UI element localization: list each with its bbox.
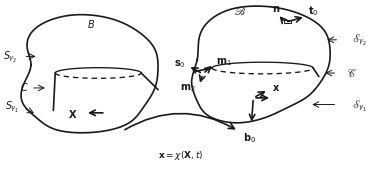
Text: $S_{\!\gamma_1}$: $S_{\!\gamma_1}$ <box>5 99 19 114</box>
Text: $\mathscr{S}_{\!\gamma_1}$: $\mathscr{S}_{\!\gamma_1}$ <box>352 98 367 113</box>
Text: B: B <box>87 20 94 30</box>
Text: $\mathbf{x} = \chi(\mathbf{X},t)$: $\mathbf{x} = \chi(\mathbf{X},t)$ <box>158 149 203 162</box>
Text: $\mathbf{X}$: $\mathbf{X}$ <box>68 108 77 120</box>
Text: $\mathbf{n}$: $\mathbf{n}$ <box>271 4 280 14</box>
Text: $\mathbf{t}_0$: $\mathbf{t}_0$ <box>308 4 318 18</box>
Text: C: C <box>20 83 27 93</box>
Text: $\mathbf{x}$: $\mathbf{x}$ <box>272 83 280 93</box>
Text: $\mathbf{m}_1$: $\mathbf{m}_1$ <box>216 56 232 68</box>
Bar <box>284 20 291 23</box>
Text: $\mathscr{C}$: $\mathscr{C}$ <box>347 67 356 79</box>
Text: $\mathscr{S}_{\!\gamma_2}$: $\mathscr{S}_{\!\gamma_2}$ <box>352 32 367 47</box>
Text: $S_{\!\gamma_2}$: $S_{\!\gamma_2}$ <box>3 49 17 64</box>
Text: $\mathscr{B}$: $\mathscr{B}$ <box>234 5 246 17</box>
Text: $\mathbf{m}_2$: $\mathbf{m}_2$ <box>180 82 195 94</box>
Text: $\mathbf{s}_0$: $\mathbf{s}_0$ <box>174 58 186 70</box>
Text: $\mathbf{b}_0$: $\mathbf{b}_0$ <box>243 131 256 145</box>
